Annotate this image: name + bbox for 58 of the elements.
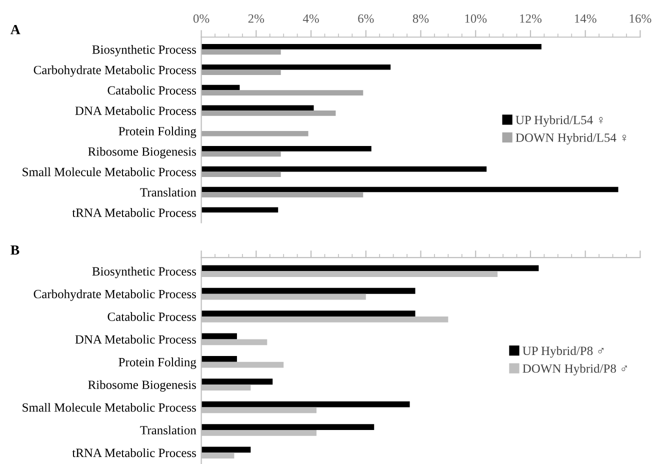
- bar: [201, 288, 416, 294]
- x-tick-label: 4%: [302, 14, 319, 23]
- bar: [201, 424, 374, 430]
- y-tick-label: tRNA Metabolic Process: [72, 448, 196, 458]
- x-tick-label: 12%: [520, 14, 542, 23]
- y-tick-label: DNA Metabolic Process: [75, 106, 196, 116]
- bar: [201, 265, 539, 272]
- legend-label: UP Hybrid/P8 ♂: [522, 346, 604, 358]
- bar: [201, 146, 372, 152]
- bar: [201, 49, 281, 55]
- y-tick-label: Small Molecule Metabolic Process: [22, 167, 196, 176]
- bar: [201, 356, 237, 362]
- bar: [201, 192, 364, 198]
- bar: [201, 64, 391, 70]
- y-tick-label: Carbohydrate Metabolic Process: [34, 65, 196, 77]
- y-tick-label: Protein Folding: [118, 126, 196, 138]
- x-tick-label: 8%: [412, 14, 429, 23]
- bar: [201, 207, 278, 213]
- x-tick-label: 14%: [574, 14, 596, 23]
- bar: [201, 70, 281, 76]
- x-tick-label: 0%: [193, 14, 210, 23]
- bar: [201, 90, 364, 96]
- bar: [201, 84, 240, 90]
- text: B: [10, 245, 20, 255]
- legend-label: UP Hybrid/L54 ♀: [516, 115, 603, 127]
- legend-label: DOWN Hybrid/L54 ♀: [516, 133, 626, 144]
- x-tick-label: 16%: [630, 14, 652, 23]
- y-tick-label: Carbohydrate Metabolic Process: [34, 289, 196, 301]
- y-tick-label: Protein Folding: [118, 358, 196, 369]
- bar: [201, 110, 336, 116]
- bar: [201, 151, 281, 157]
- y-tick-label: DNA Metabolic Process: [75, 334, 196, 344]
- y-tick-label: Catabolic Process: [108, 312, 196, 321]
- y-tick-label: Ribosome Biogenesis: [88, 147, 196, 158]
- y-tick-label: Biosynthetic Process: [92, 266, 196, 278]
- x-tick-label: 10%: [465, 14, 487, 23]
- legend-label: DOWN Hybrid/P8 ♂: [522, 364, 627, 376]
- y-tick-label: Ribosome Biogenesis: [88, 380, 196, 392]
- bar: [201, 378, 273, 385]
- y-tick-label: Catabolic Process: [108, 86, 196, 95]
- bar: [201, 333, 237, 340]
- bar: [201, 186, 618, 192]
- y-tick-label: Translation: [140, 426, 196, 434]
- x-tick-label: 2%: [248, 14, 264, 23]
- y-tick-label: tRNA Metabolic Process: [72, 208, 196, 217]
- bar: [201, 401, 410, 408]
- bar: [201, 310, 416, 317]
- bar: [201, 446, 251, 453]
- x-tick-label: 6%: [358, 14, 374, 23]
- y-tick-label: Small Molecule Metabolic Process: [22, 402, 196, 412]
- bar: [201, 105, 314, 111]
- bar: [201, 166, 487, 172]
- bar: [201, 130, 308, 136]
- y-tick-label: Translation: [140, 188, 196, 197]
- bar: [201, 44, 542, 50]
- text: A: [10, 24, 20, 34]
- y-tick-label: Biosynthetic Process: [92, 45, 196, 56]
- bar: [201, 172, 281, 178]
